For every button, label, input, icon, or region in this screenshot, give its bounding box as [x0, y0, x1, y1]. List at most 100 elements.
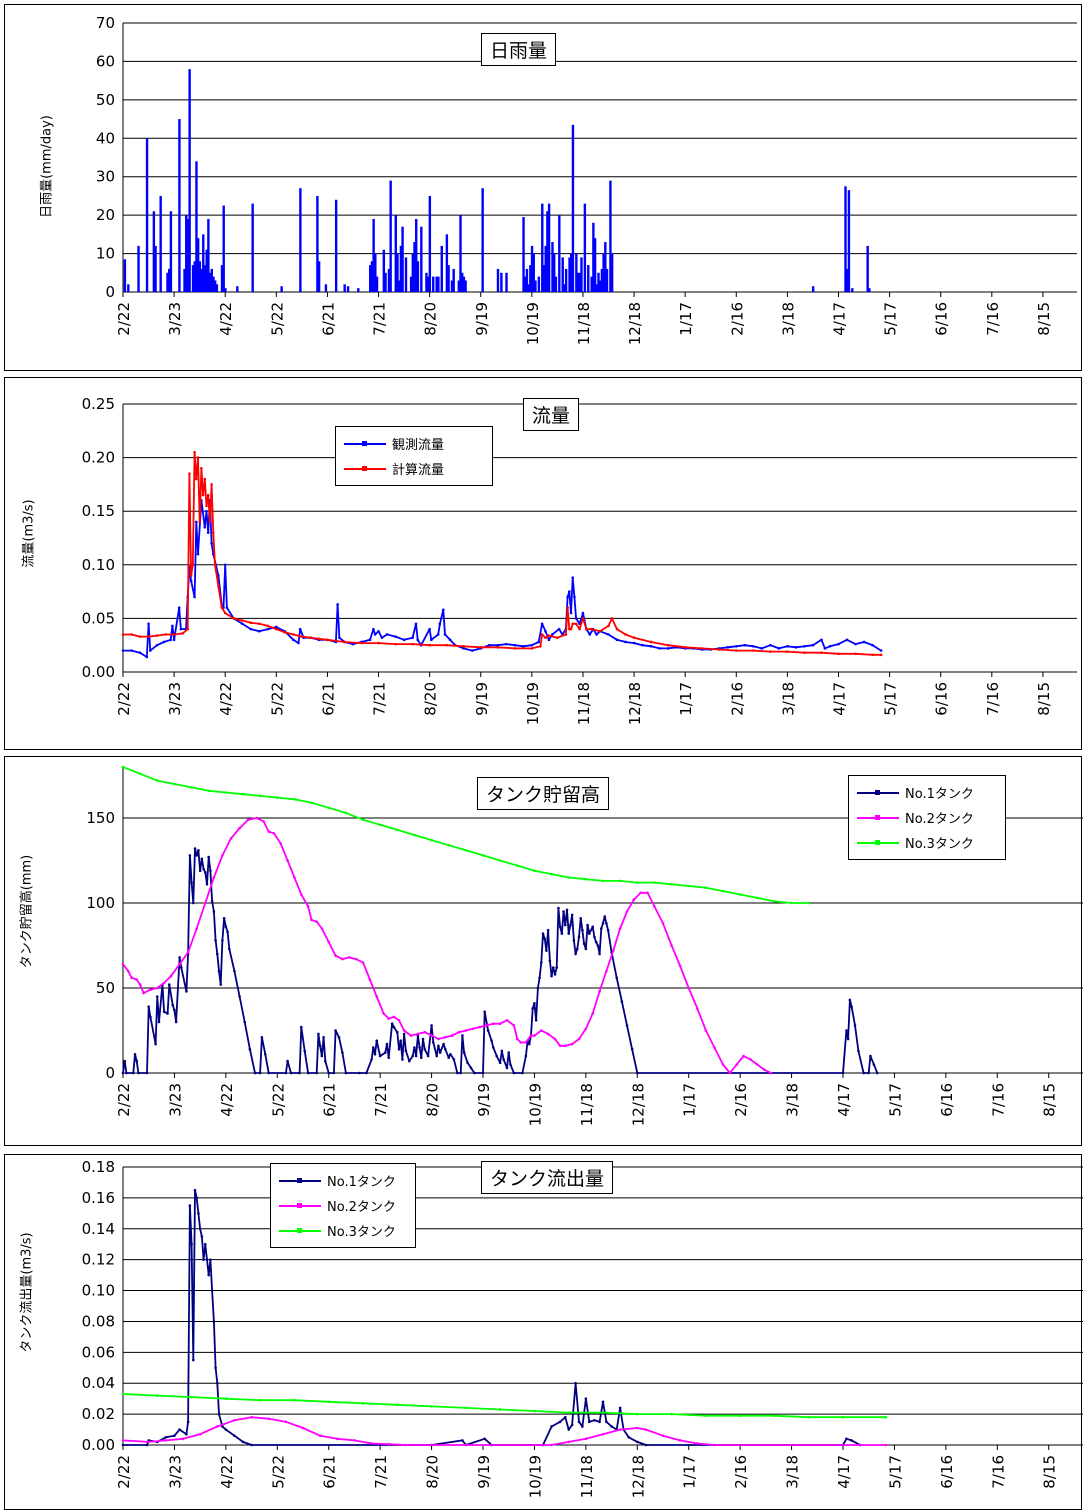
- flow-chart-panel: 0.00 0.05 0.10 0.15 0.20 0.25 2/22 3/23 4/22 5/22…: [4, 377, 1082, 750]
- flow-point: [777, 647, 781, 650]
- outflow-point: [224, 1428, 228, 1431]
- storage-point: [423, 1030, 427, 1034]
- storage-x-tick-label: 2/16: [732, 1083, 750, 1117]
- storage-point: [430, 1024, 433, 1027]
- rainfall-bar: [450, 280, 454, 292]
- storage-point: [402, 1029, 406, 1032]
- storage-point: [318, 1044, 322, 1048]
- storage-point: [500, 1049, 504, 1053]
- flow-point: [726, 646, 730, 649]
- storage-point: [315, 920, 319, 923]
- storage-point: [397, 1047, 401, 1051]
- storage-point: [563, 923, 567, 927]
- rainfall-bar: [546, 211, 549, 292]
- storage-point: [563, 1044, 567, 1048]
- flow-point: [200, 467, 203, 470]
- storage-point: [248, 1047, 252, 1051]
- storage-point: [498, 1061, 502, 1065]
- rainfall-bar: [558, 215, 561, 292]
- outflow-point: [181, 1437, 185, 1441]
- flow-point: [734, 644, 738, 648]
- outflow-x-tick-label: 5/22: [269, 1455, 287, 1489]
- rainfall-bar: [575, 253, 578, 292]
- outflow-x-tick-label: 4/17: [835, 1455, 853, 1489]
- rainfall-bar: [183, 268, 186, 292]
- storage-point: [202, 867, 205, 871]
- storage-point: [845, 1029, 848, 1032]
- storage-point: [846, 1037, 850, 1041]
- flow-point: [130, 633, 133, 636]
- rainfall-x-tick-label: 2/22: [115, 302, 133, 336]
- outflow-point: [173, 1434, 176, 1438]
- rainfall-bar: [152, 211, 156, 292]
- storage-point: [190, 881, 193, 884]
- storage-point: [145, 1071, 149, 1075]
- storage-y-axis-label: タンク貯留高(mm): [19, 854, 35, 969]
- rainfall-bar: [401, 226, 404, 292]
- flow-point: [513, 643, 517, 647]
- storage-point: [142, 991, 145, 995]
- storage-point: [519, 1041, 523, 1044]
- outflow-point: [198, 1227, 202, 1231]
- storage-x-tick-label: 4/17: [835, 1083, 853, 1117]
- rainfall-bar: [851, 288, 854, 292]
- storage-point: [531, 1007, 535, 1010]
- storage-point: [591, 1012, 595, 1015]
- rainfall-bar: [811, 286, 815, 292]
- storage-point: [310, 801, 313, 804]
- rainfall-y-tick-label: 70: [96, 14, 115, 32]
- outflow-point: [335, 1437, 339, 1441]
- storage-point: [450, 1034, 454, 1037]
- rainfall-bar: [387, 268, 391, 292]
- flow-point: [177, 606, 181, 609]
- outflow-point: [185, 1432, 188, 1436]
- storage-point: [130, 976, 133, 980]
- storage-point: [179, 966, 183, 969]
- storage-point: [327, 806, 331, 810]
- storage-point: [411, 1054, 415, 1058]
- outflow-y-tick-label: 0.02: [82, 1405, 115, 1423]
- flow-point: [377, 641, 380, 645]
- rainfall-bar: [280, 286, 283, 292]
- storage-point: [704, 886, 708, 889]
- storage-point: [320, 927, 324, 930]
- storage-point: [385, 1042, 389, 1046]
- flow-point: [360, 641, 363, 645]
- flow-point: [837, 642, 840, 646]
- outflow-y-tick-label: 0.14: [82, 1220, 115, 1238]
- storage-point: [570, 913, 574, 917]
- storage-point: [790, 901, 793, 905]
- legend-item-tank3: No.3タンク: [857, 830, 997, 855]
- rainfall-bar: [544, 245, 547, 292]
- outflow-point: [713, 1443, 716, 1447]
- storage-point: [462, 1051, 466, 1054]
- outflow-point: [198, 1432, 202, 1436]
- rainfall-bar: [602, 253, 605, 292]
- outflow-point: [241, 1440, 245, 1444]
- outflow-point: [178, 1428, 181, 1431]
- storage-point: [533, 869, 536, 872]
- legend-item-tank2: No.2タンク: [857, 805, 997, 830]
- flow-x-tick-label: 8/15: [1035, 682, 1053, 716]
- flow-point: [871, 653, 874, 657]
- storage-point: [186, 951, 190, 954]
- outflow-y-tick-label: 0.06: [82, 1343, 115, 1361]
- storage-point: [490, 1039, 493, 1042]
- storage-point: [713, 1046, 716, 1049]
- storage-x-tick-label: 4/22: [218, 1083, 236, 1117]
- flow-point: [223, 563, 227, 567]
- storage-x-tick-label: 8/15: [1041, 1083, 1059, 1117]
- outflow-point: [584, 1397, 588, 1400]
- storage-x-tick-label: 7/16: [989, 1083, 1007, 1117]
- rainfall-bar: [437, 276, 440, 292]
- legend-label-tank2: No.2タンク: [905, 812, 974, 827]
- storage-point: [491, 1046, 495, 1049]
- outflow-point: [293, 1398, 296, 1402]
- flow-point: [786, 650, 789, 653]
- outflow-point: [188, 1204, 192, 1207]
- rainfall-bar: [317, 261, 321, 292]
- outflow-y-tick-label: 0.18: [82, 1158, 115, 1176]
- flow-point: [148, 649, 152, 652]
- flow-point: [760, 647, 764, 650]
- flow-point: [179, 627, 183, 631]
